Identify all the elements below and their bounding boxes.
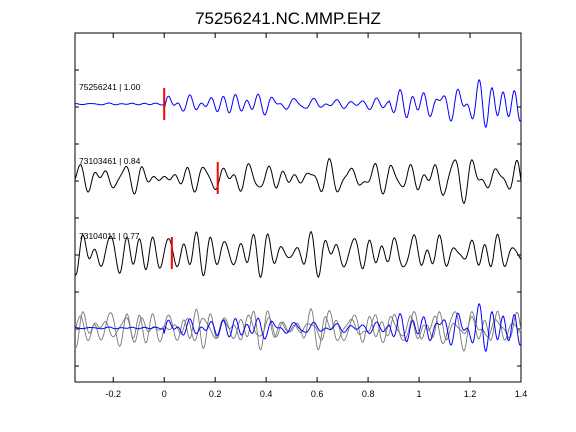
overlay-trace-75256241 — [75, 303, 522, 352]
overlay-trace-73103461 — [74, 310, 522, 352]
trace-labels: 75256241 | 1.00 73103461 | 0.84 73104011 |… — [79, 82, 141, 241]
x-tick-label: 0.8 — [362, 389, 375, 399]
trace-label-73104011: 73104011 | 0.77 — [79, 231, 140, 241]
trace-73103461 — [74, 157, 522, 204]
y-axis-ticks — [75, 32, 521, 367]
trace-label-73103461: 73103461 | 0.84 — [79, 156, 141, 166]
x-tick-label: 0.2 — [209, 389, 222, 399]
x-tick-label: 0.4 — [260, 389, 273, 399]
x-tick-label: 1.2 — [464, 389, 477, 399]
waveform-traces — [74, 79, 522, 352]
x-axis-ticks: -0.2 0 0.2 0.4 0.6 0.8 1 1.2 1.4 — [105, 33, 527, 399]
trace-75256241 — [75, 79, 522, 128]
trace-label-75256241: 75256241 | 1.00 — [79, 82, 141, 92]
chart-title: 75256241.NC.MMP.EHZ — [195, 9, 381, 28]
trace-73104011 — [74, 231, 522, 279]
x-tick-label: -0.2 — [105, 389, 121, 399]
x-tick-label: 1 — [417, 389, 422, 399]
x-tick-label: 0.6 — [311, 389, 324, 399]
overlay-trace-73104011 — [74, 308, 522, 351]
plot-frame — [74, 32, 522, 383]
x-tick-label: 0 — [162, 389, 167, 399]
x-tick-label: 1.4 — [515, 389, 528, 399]
